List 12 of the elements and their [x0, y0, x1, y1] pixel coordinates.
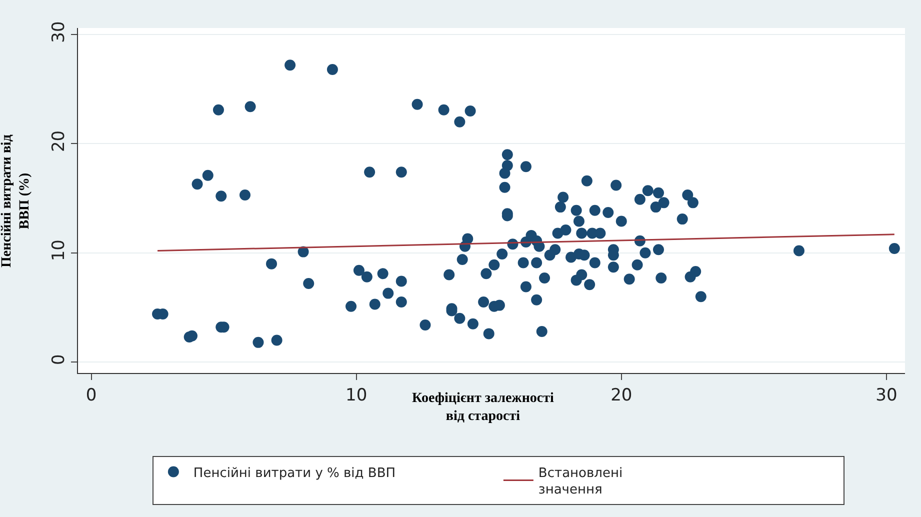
y-tick-label: 20	[49, 130, 70, 152]
x-axis-title: Коефіцієнт залежності від старості	[412, 391, 554, 424]
x-tick-label: 0	[86, 385, 97, 406]
y-tick-label: 0	[49, 354, 70, 365]
legend-label: Встановлені значення	[538, 466, 623, 498]
x-tick-label: 10	[346, 385, 368, 406]
x-tick-label: 20	[610, 385, 632, 406]
legend-label: Пенсійні витрати у % від ВВП	[193, 466, 396, 481]
x-tick-label: 30	[876, 385, 898, 406]
y-tick-label: 30	[49, 21, 70, 43]
y-tick-label: 10	[49, 240, 70, 262]
y-axis-title: Пенсійні витрати від ВВП (%)	[0, 134, 33, 268]
